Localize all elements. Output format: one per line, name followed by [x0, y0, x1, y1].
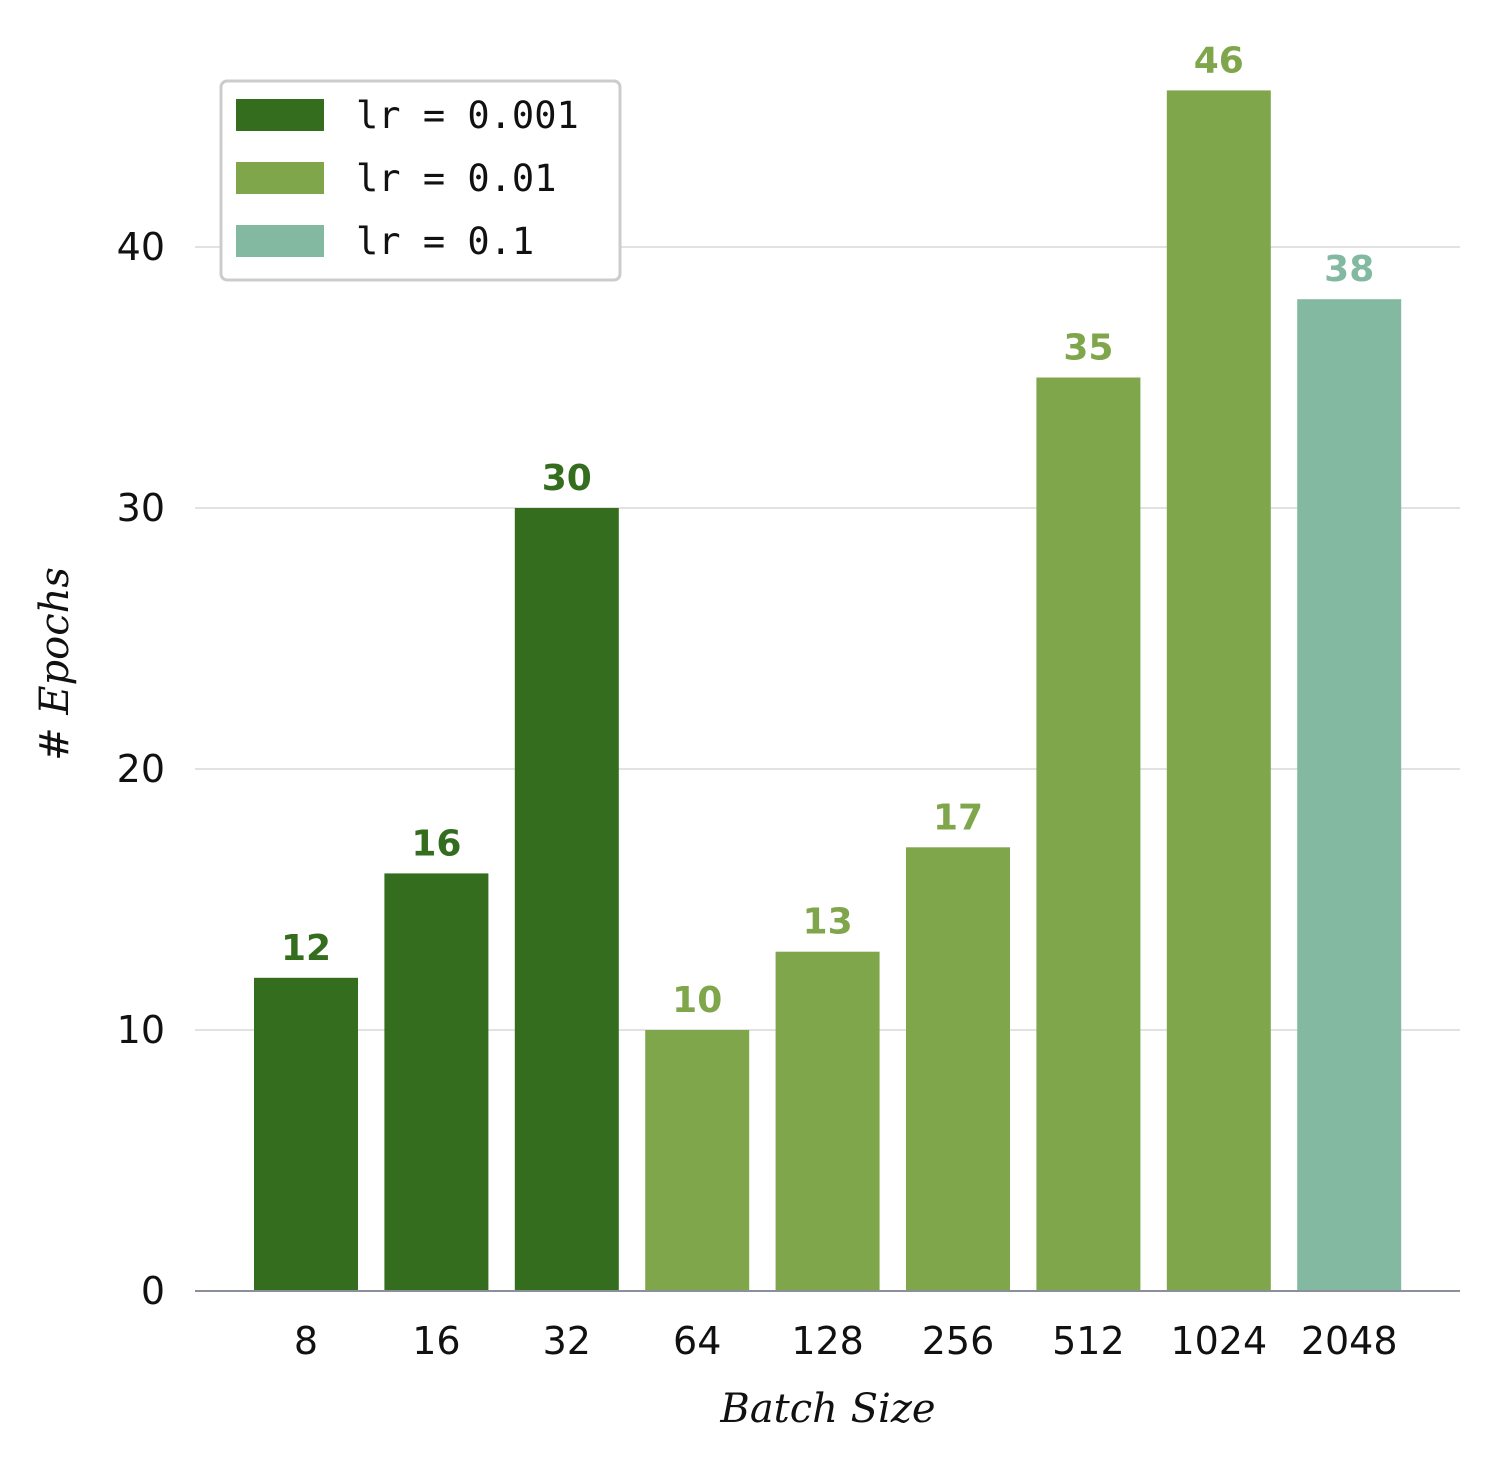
- legend-swatch-2: [236, 225, 324, 257]
- y-axis-title: # Epochs: [32, 567, 78, 761]
- y-tick-label-20: 20: [117, 747, 165, 791]
- bar-512: [1036, 377, 1141, 1291]
- data-label-16: 16: [411, 823, 461, 864]
- data-label-2048: 38: [1324, 249, 1374, 290]
- data-labels: 12 16 30 10 13 17 35 46 38: [281, 40, 1374, 1021]
- data-label-64: 10: [672, 980, 722, 1021]
- x-tick-labels: 8 16 32 64 128 256 512 1024 2048: [294, 1319, 1398, 1363]
- bar-64: [645, 1030, 750, 1291]
- x-tick-label-1024: 1024: [1170, 1319, 1267, 1363]
- x-tick-label-64: 64: [673, 1319, 721, 1363]
- y-tick-label-40: 40: [117, 225, 165, 269]
- legend-label-1: lr = 0.01: [356, 157, 556, 200]
- x-tick-label-2048: 2048: [1301, 1319, 1398, 1363]
- data-label-32: 30: [542, 458, 592, 499]
- y-tick-label-30: 30: [117, 486, 165, 530]
- x-tick-label-32: 32: [543, 1319, 591, 1363]
- data-label-8: 12: [281, 928, 331, 969]
- x-tick-label-16: 16: [412, 1319, 460, 1363]
- bar-16: [384, 873, 489, 1291]
- bar-8: [254, 977, 358, 1291]
- legend-label-0: lr = 0.001: [356, 94, 579, 137]
- legend-label-2: lr = 0.1: [356, 220, 534, 263]
- bar-256: [906, 847, 1010, 1291]
- y-tick-label-0: 0: [141, 1269, 165, 1313]
- data-label-512: 35: [1063, 328, 1113, 369]
- bars: [254, 90, 1402, 1291]
- data-label-128: 13: [803, 902, 853, 943]
- bar-1024: [1166, 90, 1271, 1291]
- x-tick-label-512: 512: [1052, 1319, 1125, 1363]
- legend-swatch-1: [236, 162, 324, 194]
- x-tick-label-128: 128: [791, 1319, 864, 1363]
- data-label-1024: 46: [1194, 40, 1244, 81]
- data-label-256: 17: [933, 797, 983, 838]
- x-tick-label-256: 256: [922, 1319, 995, 1363]
- y-tick-labels: 0 10 20 30 40: [117, 225, 165, 1313]
- x-axis-title: Batch Size: [719, 1386, 935, 1432]
- y-tick-label-10: 10: [117, 1008, 165, 1052]
- bar-128: [775, 951, 880, 1291]
- x-tick-label-8: 8: [294, 1319, 318, 1363]
- bar-32: [514, 508, 619, 1291]
- legend: lr = 0.001 lr = 0.01 lr = 0.1: [219, 79, 622, 282]
- legend-swatch-0: [236, 99, 324, 131]
- bar-2048: [1297, 299, 1402, 1291]
